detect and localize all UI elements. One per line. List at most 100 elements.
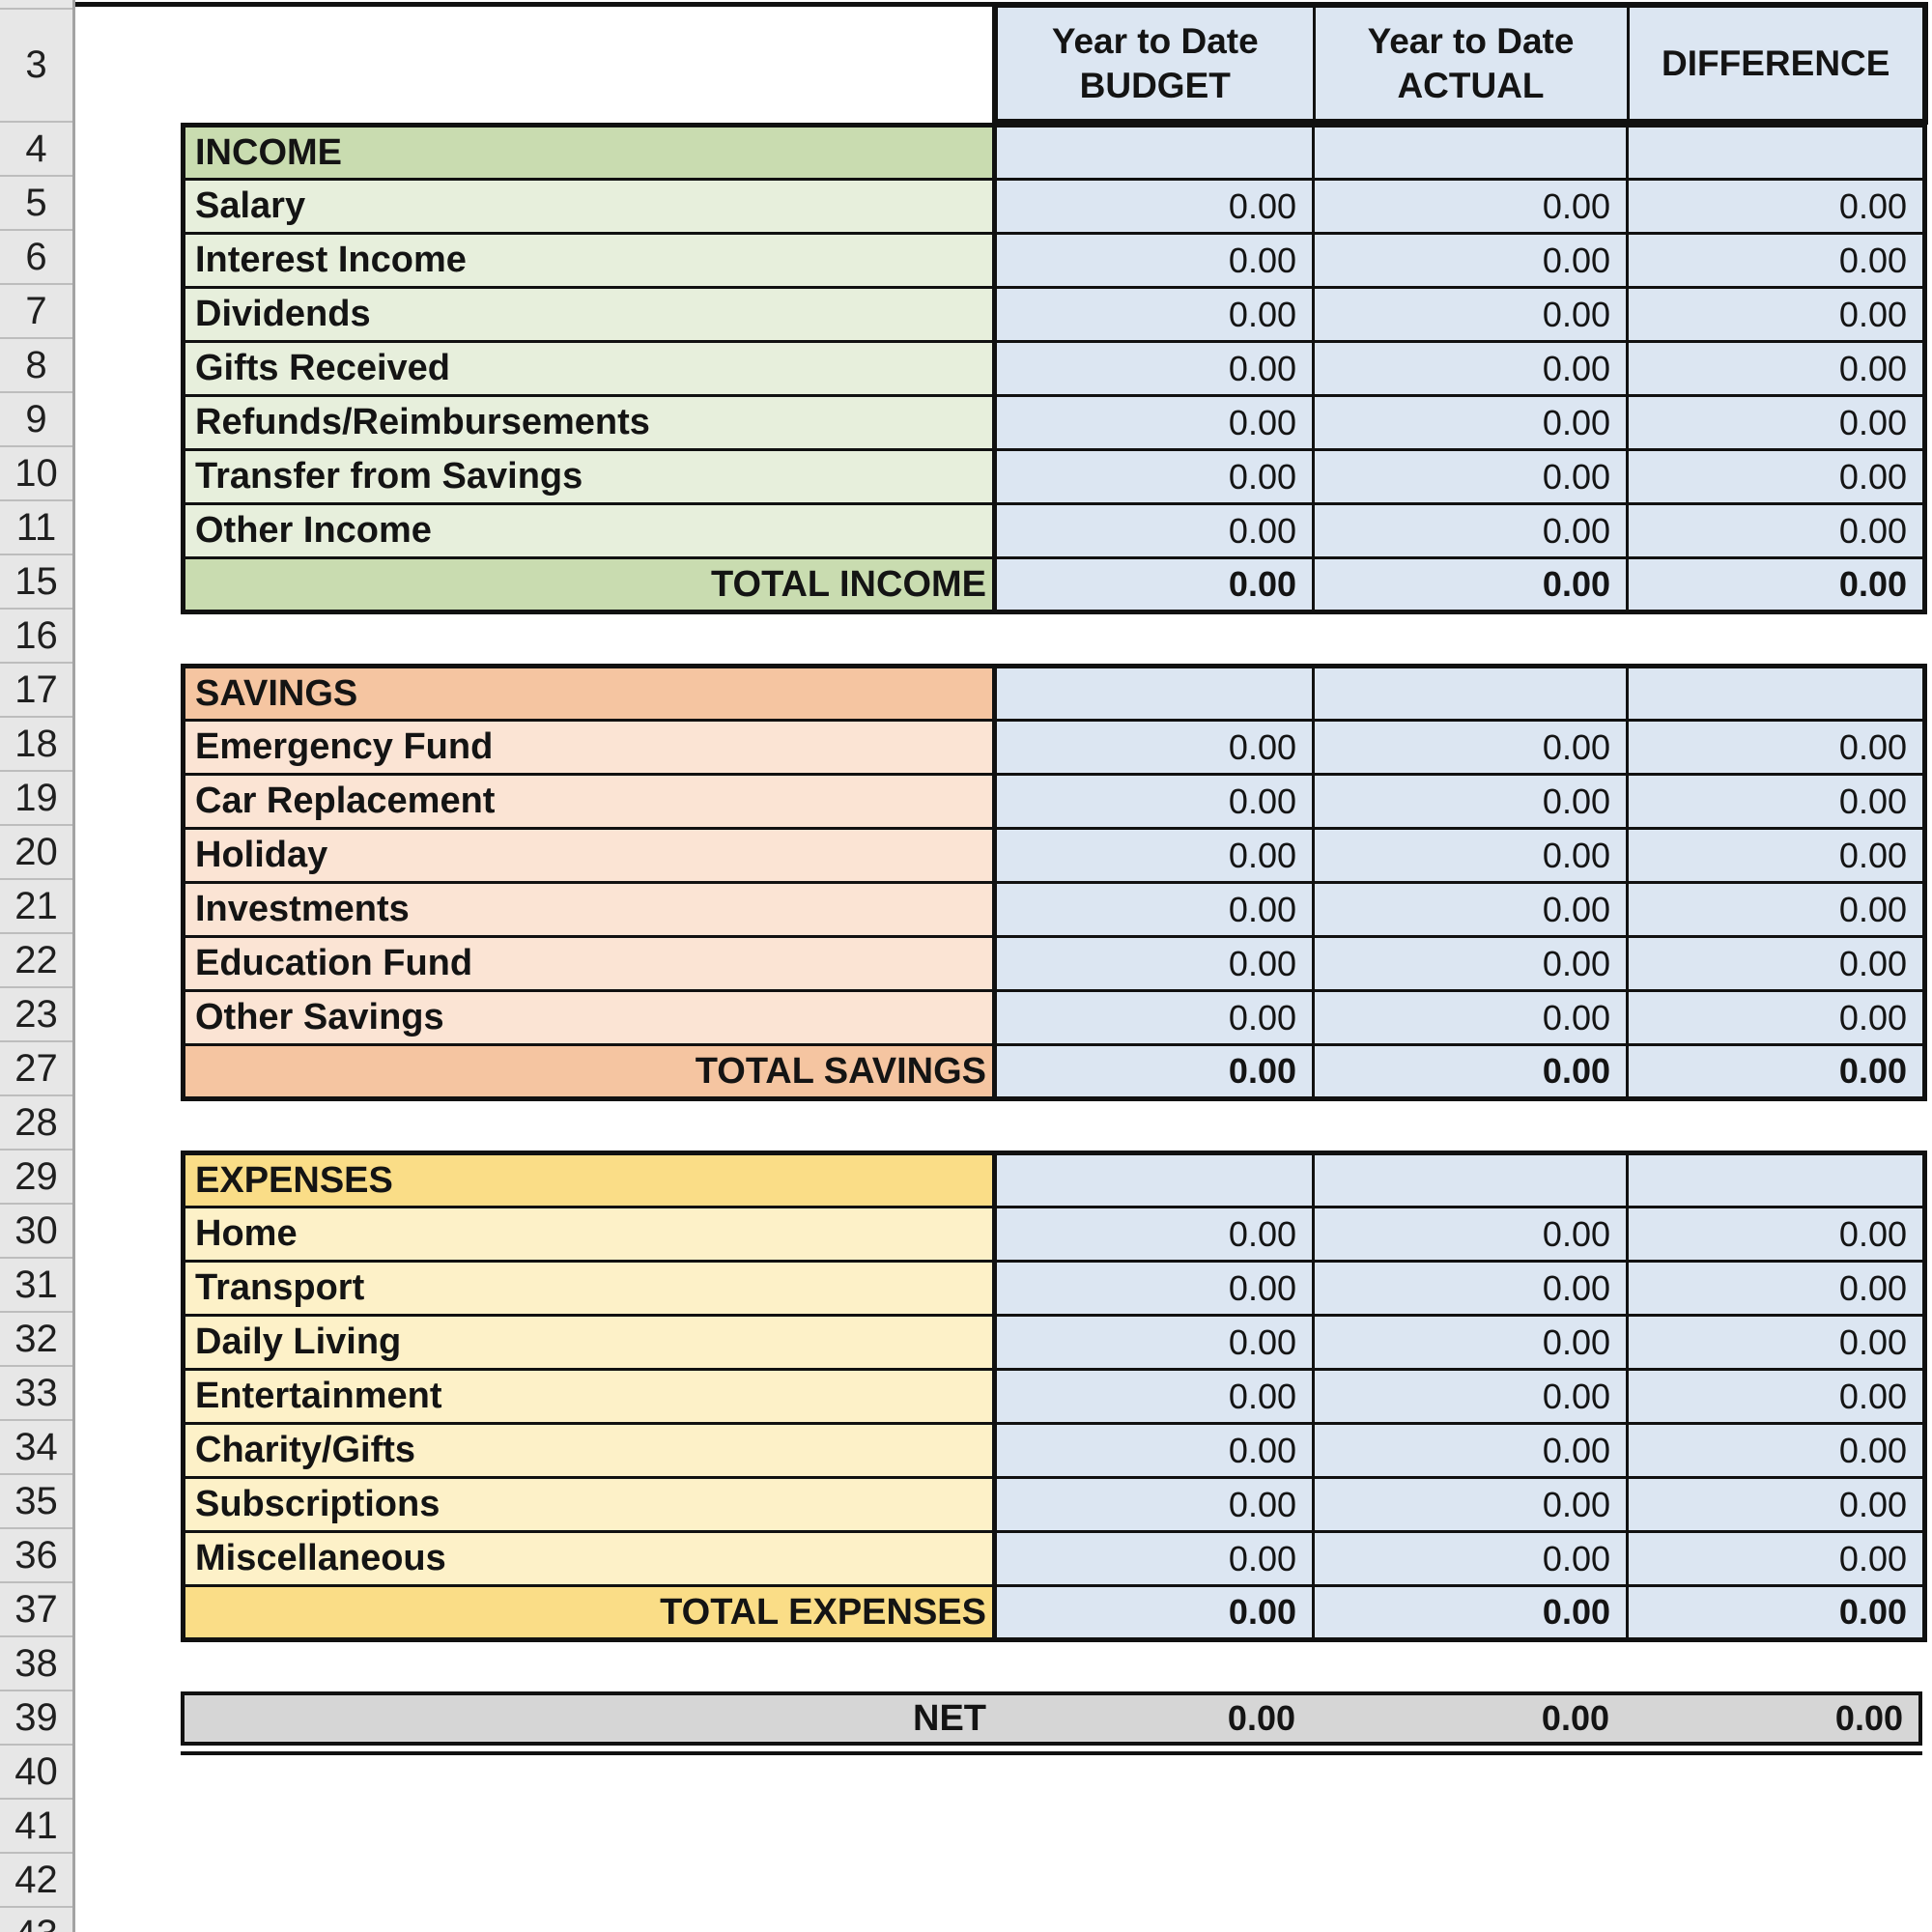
- cell-difference[interactable]: 0.00: [1626, 773, 1926, 830]
- section-title-cell[interactable]: EXPENSES: [182, 1151, 997, 1208]
- cell-budget[interactable]: 0.00: [993, 773, 1315, 830]
- row-label[interactable]: Transfer from Savings: [182, 448, 997, 505]
- cell-difference[interactable]: 0.00: [1626, 1043, 1926, 1100]
- cell-budget[interactable]: 0.00: [993, 881, 1315, 938]
- row-header[interactable]: [0, 0, 72, 10]
- cell-difference[interactable]: 0.00: [1626, 1530, 1926, 1587]
- cell-actual[interactable]: 0.00: [1312, 1314, 1629, 1371]
- cell-difference[interactable]: 0.00: [1626, 556, 1926, 613]
- cell-actual[interactable]: 0.00: [1312, 1043, 1629, 1100]
- cell-budget[interactable]: 0.00: [993, 178, 1315, 235]
- section-title-cell[interactable]: SAVINGS: [182, 665, 997, 722]
- cell-budget[interactable]: 0.00: [993, 1206, 1315, 1263]
- cell-actual[interactable]: 0.00: [1312, 1530, 1629, 1587]
- cell-difference[interactable]: [1626, 1151, 1926, 1208]
- cell-budget[interactable]: 0.00: [993, 1314, 1315, 1371]
- row-label[interactable]: Holiday: [182, 827, 997, 884]
- cell-budget[interactable]: 0.00: [993, 1584, 1315, 1641]
- cell-difference[interactable]: 0.00: [1626, 1260, 1926, 1317]
- row-header[interactable]: 42: [0, 1854, 72, 1908]
- cell-budget[interactable]: [993, 124, 1315, 181]
- cell-budget[interactable]: 0.00: [993, 502, 1315, 559]
- row-header[interactable]: 6: [0, 231, 72, 285]
- row-label[interactable]: Miscellaneous: [182, 1530, 997, 1587]
- row-header[interactable]: 31: [0, 1259, 72, 1313]
- cell-budget[interactable]: 0.00: [993, 719, 1315, 776]
- section-title-cell[interactable]: INCOME: [182, 124, 997, 181]
- row-label[interactable]: Transport: [182, 1260, 997, 1317]
- cell-actual[interactable]: 0.00: [1312, 1476, 1629, 1533]
- cell-difference[interactable]: 0.00: [1626, 827, 1926, 884]
- cell-budget[interactable]: 0.00: [993, 232, 1315, 289]
- cell-budget[interactable]: 0.00: [993, 1422, 1315, 1479]
- cell-difference[interactable]: [1626, 665, 1926, 722]
- row-header[interactable]: 17: [0, 664, 72, 718]
- cell-budget[interactable]: 0.00: [993, 1476, 1315, 1533]
- row-header[interactable]: 27: [0, 1042, 72, 1096]
- cell-budget[interactable]: 0.00: [993, 286, 1315, 343]
- row-header[interactable]: 30: [0, 1205, 72, 1259]
- cell-difference[interactable]: 0.00: [1626, 1206, 1926, 1263]
- cell-difference[interactable]: 0.00: [1626, 1314, 1926, 1371]
- cell-actual[interactable]: 0.00: [1312, 178, 1629, 235]
- cell-difference[interactable]: 0.00: [1626, 1368, 1926, 1425]
- cell-actual[interactable]: 0.00: [1312, 232, 1629, 289]
- row-header[interactable]: 39: [0, 1691, 72, 1746]
- cell-budget[interactable]: 0.00: [993, 935, 1315, 992]
- row-header[interactable]: 19: [0, 772, 72, 826]
- cell-actual[interactable]: 0.00: [1312, 1422, 1629, 1479]
- row-header[interactable]: 15: [0, 555, 72, 610]
- cell-budget[interactable]: 0.00: [993, 1368, 1315, 1425]
- cell-budget[interactable]: 0.00: [993, 1260, 1315, 1317]
- row-header[interactable]: 7: [0, 285, 72, 339]
- cell-budget[interactable]: 0.00: [993, 989, 1315, 1046]
- row-label[interactable]: Dividends: [182, 286, 997, 343]
- cell-difference[interactable]: 0.00: [1626, 1476, 1926, 1533]
- row-header[interactable]: 5: [0, 177, 72, 231]
- cell-difference[interactable]: 0.00: [1626, 448, 1926, 505]
- row-header[interactable]: 8: [0, 339, 72, 393]
- net-label[interactable]: NET: [913, 1697, 986, 1739]
- row-header[interactable]: 43: [0, 1908, 72, 1932]
- cell-budget[interactable]: [993, 1151, 1315, 1208]
- row-header[interactable]: 11: [0, 501, 72, 555]
- row-label[interactable]: Interest Income: [182, 232, 997, 289]
- row-header[interactable]: 23: [0, 988, 72, 1042]
- cell-difference[interactable]: 0.00: [1626, 178, 1926, 235]
- cell-actual[interactable]: 0.00: [1312, 502, 1629, 559]
- cell-budget[interactable]: [993, 665, 1315, 722]
- row-label[interactable]: Refunds/Reimbursements: [182, 394, 997, 451]
- cell-difference[interactable]: 0.00: [1626, 286, 1926, 343]
- row-header[interactable]: 41: [0, 1800, 72, 1854]
- row-header[interactable]: 28: [0, 1096, 72, 1151]
- row-header[interactable]: 35: [0, 1475, 72, 1529]
- row-header[interactable]: 20: [0, 826, 72, 880]
- cell-actual[interactable]: 0.00: [1312, 448, 1629, 505]
- cell-difference[interactable]: [1626, 124, 1926, 181]
- row-header[interactable]: 36: [0, 1529, 72, 1583]
- row-header[interactable]: 38: [0, 1637, 72, 1691]
- row-label[interactable]: Entertainment: [182, 1368, 997, 1425]
- cell-difference[interactable]: 0.00: [1626, 1584, 1926, 1641]
- row-header[interactable]: 21: [0, 880, 72, 934]
- cell-budget[interactable]: 0.00: [993, 556, 1315, 613]
- total-label[interactable]: TOTAL INCOME: [182, 556, 997, 613]
- total-label[interactable]: TOTAL EXPENSES: [182, 1584, 997, 1641]
- cell-budget[interactable]: 0.00: [1227, 1698, 1295, 1738]
- cell-actual[interactable]: 0.00: [1312, 1206, 1629, 1263]
- row-header[interactable]: 22: [0, 934, 72, 988]
- row-header[interactable]: 29: [0, 1151, 72, 1205]
- cell-difference[interactable]: 0.00: [1834, 1698, 1903, 1738]
- total-label[interactable]: TOTAL SAVINGS: [182, 1043, 997, 1100]
- cell-difference[interactable]: 0.00: [1626, 989, 1926, 1046]
- row-header[interactable]: 37: [0, 1583, 72, 1637]
- row-header[interactable]: 33: [0, 1367, 72, 1421]
- row-header[interactable]: 10: [0, 447, 72, 501]
- cell-actual[interactable]: 0.00: [1312, 989, 1629, 1046]
- cell-difference[interactable]: 0.00: [1626, 1422, 1926, 1479]
- row-label[interactable]: Home: [182, 1206, 997, 1263]
- cell-difference[interactable]: 0.00: [1626, 881, 1926, 938]
- cell-actual[interactable]: 0.00: [1312, 340, 1629, 397]
- row-header[interactable]: 9: [0, 393, 72, 447]
- row-label[interactable]: Other Savings: [182, 989, 997, 1046]
